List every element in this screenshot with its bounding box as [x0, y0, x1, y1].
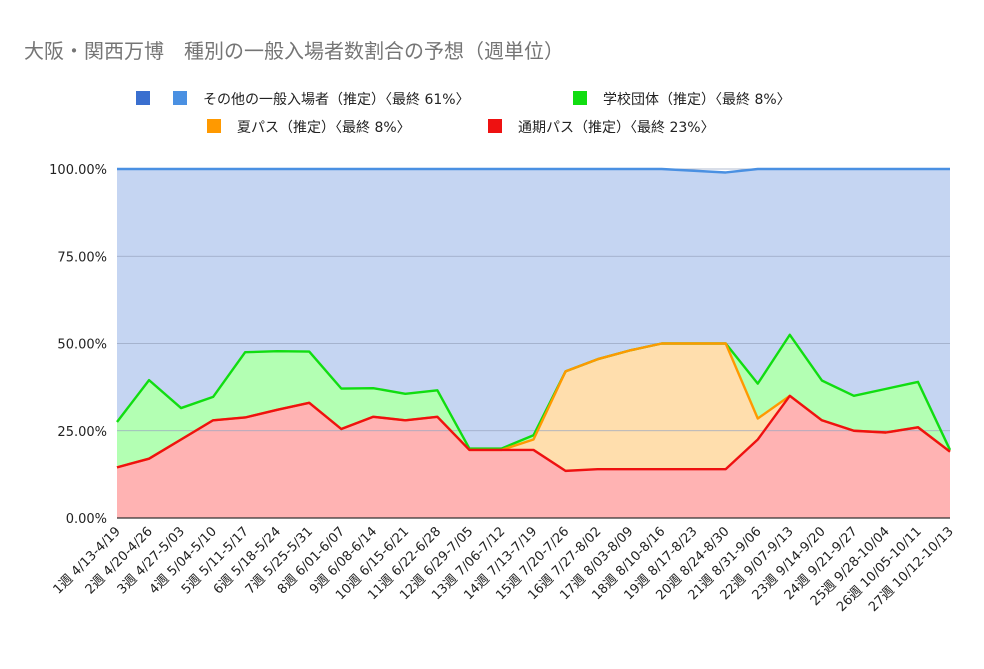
legend-label-school: 学校団体（推定）〈最終 8%〉: [603, 91, 791, 108]
y-tick-label: 75.00%: [57, 250, 107, 265]
y-tick-label: 0.00%: [66, 512, 107, 527]
area-summer-pass: [117, 343, 950, 471]
legend-extra-swatch: [136, 91, 150, 105]
line-season-pass: [116, 394, 951, 473]
y-tick-label: 25.00%: [57, 425, 107, 440]
legend-swatch-summer: [207, 119, 221, 133]
legend-label-season: 通期パス（推定）〈最終 23%〉: [518, 120, 715, 136]
legend-label-other: その他の一般入場者（推定）〈最終 61%〉: [203, 92, 470, 108]
legend-label-summer: 夏パス（推定）〈最終 8%〉: [237, 120, 411, 136]
legend-swatch-season: [488, 119, 502, 133]
plot-areas: [117, 169, 950, 518]
legend-swatch-other: [173, 91, 187, 105]
legend: その他の一般入場者（推定）〈最終 61%〉 学校団体（推定）〈最終 8%〉 夏パ…: [136, 91, 791, 136]
line-school-group: [116, 333, 952, 451]
y-tick-label: 100.00%: [49, 163, 107, 178]
line-other-visitors: [117, 167, 950, 174]
plot-grid: [117, 168, 950, 519]
area-school-group: [117, 334, 950, 468]
y-axis: 0.00% 25.00% 50.00% 75.00% 100.00%: [49, 163, 107, 527]
y-tick-label: 50.00%: [57, 338, 107, 353]
legend-swatch-school: [573, 91, 587, 105]
plot-lines: [116, 167, 952, 473]
area-other-visitors: [117, 169, 950, 450]
chart-title: 大阪・関西万博 種別の一般入場者数割合の予想（週単位）: [24, 39, 564, 63]
area-season-pass: [117, 395, 950, 518]
